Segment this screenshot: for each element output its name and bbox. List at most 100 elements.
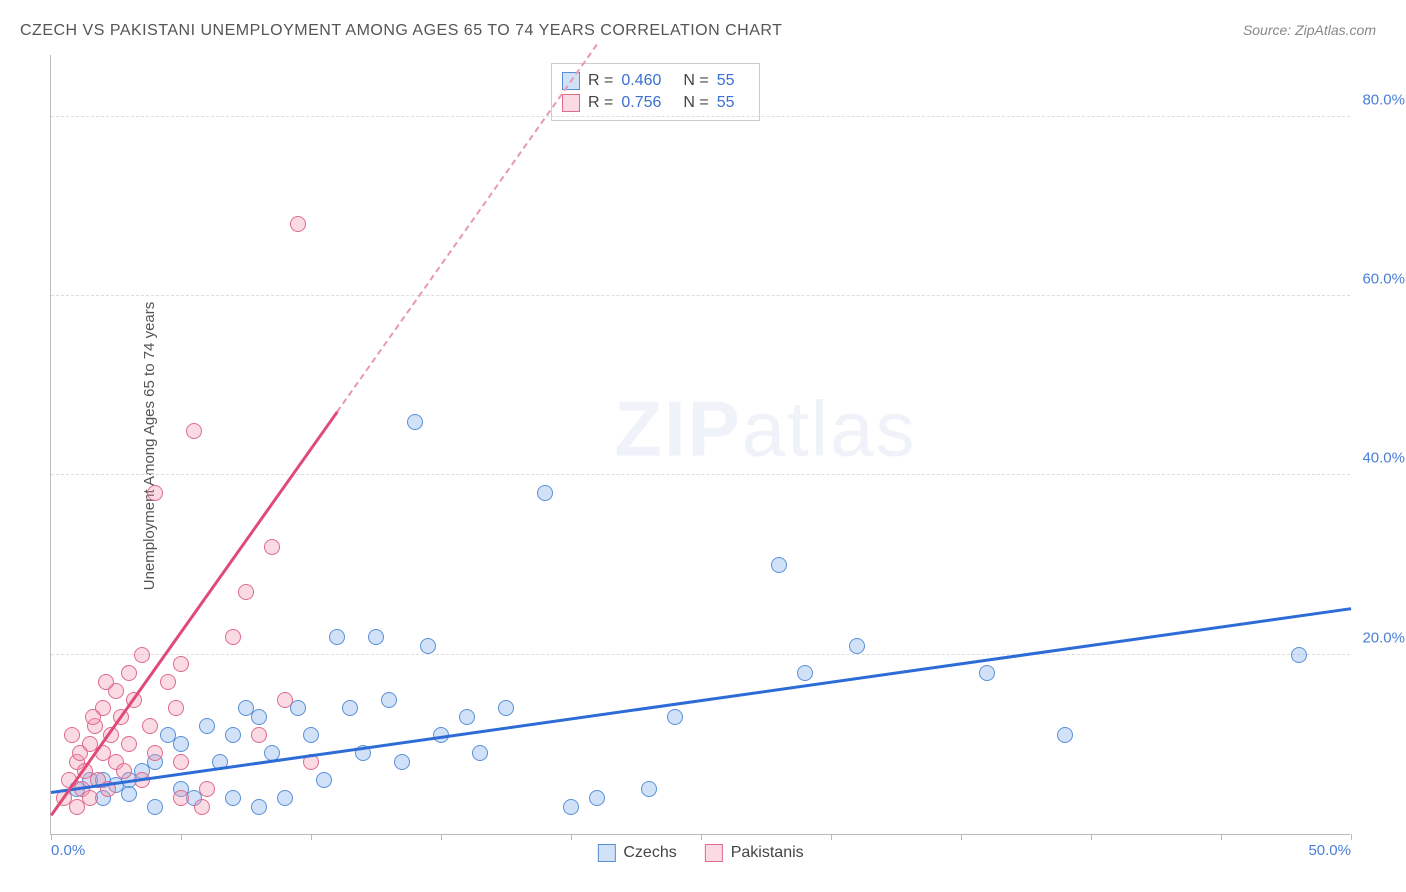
x-tick [961, 834, 962, 840]
x-tick-label: 0.0% [51, 842, 85, 859]
x-tick [51, 834, 52, 840]
scatter-point [85, 709, 101, 725]
x-tick [701, 834, 702, 840]
scatter-point [160, 674, 176, 690]
scatter-point [121, 665, 137, 681]
scatter-point [563, 799, 579, 815]
scatter-point [116, 763, 132, 779]
scatter-point [849, 638, 865, 654]
scatter-point [251, 709, 267, 725]
legend-item: Czechs [597, 844, 676, 862]
x-tick [181, 834, 182, 840]
legend-stat-row: R = 0.756 N = 55 [562, 92, 749, 114]
scatter-point [316, 772, 332, 788]
scatter-point [225, 727, 241, 743]
scatter-point [1291, 647, 1307, 663]
x-tick [1221, 834, 1222, 840]
scatter-point [420, 638, 436, 654]
trendline [50, 411, 338, 816]
scatter-point [194, 799, 210, 815]
scatter-point [173, 656, 189, 672]
source-label: Source: ZipAtlas.com [1243, 22, 1376, 38]
scatter-point [142, 718, 158, 734]
scatter-point [134, 647, 150, 663]
scatter-point [537, 485, 553, 501]
x-tick [831, 834, 832, 840]
scatter-point [147, 485, 163, 501]
scatter-point [199, 718, 215, 734]
r-label: R = [588, 72, 613, 90]
scatter-point [368, 629, 384, 645]
legend-swatch [562, 94, 580, 112]
scatter-point [589, 790, 605, 806]
scatter-point [251, 799, 267, 815]
scatter-point [771, 557, 787, 573]
scatter-point [186, 423, 202, 439]
scatter-point [303, 727, 319, 743]
n-label: N = [683, 72, 708, 90]
legend-item: Pakistanis [705, 844, 804, 862]
scatter-point [329, 629, 345, 645]
scatter-point [290, 700, 306, 716]
legend-swatch [597, 844, 615, 862]
chart-title: CZECH VS PAKISTANI UNEMPLOYMENT AMONG AG… [20, 22, 782, 40]
y-tick-label: 40.0% [1362, 450, 1405, 467]
gridline [51, 295, 1350, 296]
scatter-point [1057, 727, 1073, 743]
scatter-point [797, 665, 813, 681]
gridline [51, 116, 1350, 117]
scatter-point [238, 584, 254, 600]
legend-label: Czechs [623, 844, 676, 862]
r-value: 0.756 [621, 94, 661, 112]
watermark: ZIPatlas [614, 383, 916, 474]
scatter-point [667, 709, 683, 725]
scatter-point [498, 700, 514, 716]
y-tick-label: 60.0% [1362, 271, 1405, 288]
legend-label: Pakistanis [731, 844, 804, 862]
n-value: 55 [717, 94, 735, 112]
scatter-point [225, 629, 241, 645]
scatter-point [394, 754, 410, 770]
x-tick-label: 50.0% [1308, 842, 1351, 859]
y-tick-label: 20.0% [1362, 629, 1405, 646]
scatter-point [641, 781, 657, 797]
scatter-point [147, 799, 163, 815]
scatter-point [173, 736, 189, 752]
legend-swatch [705, 844, 723, 862]
x-tick [311, 834, 312, 840]
scatter-point [264, 539, 280, 555]
scatter-point [277, 790, 293, 806]
scatter-point [82, 790, 98, 806]
scatter-point [979, 665, 995, 681]
scatter-point [147, 745, 163, 761]
chart-plot-area: ZIPatlas R = 0.460N = 55R = 0.756N = 55 … [50, 55, 1350, 835]
scatter-point [381, 692, 397, 708]
scatter-point [121, 786, 137, 802]
scatter-point [472, 745, 488, 761]
trendline-extrapolated [336, 43, 598, 412]
scatter-point [121, 736, 137, 752]
scatter-point [251, 727, 267, 743]
scatter-point [98, 674, 114, 690]
gridline [51, 654, 1350, 655]
legend-stat-row: R = 0.460 N = 55 [562, 70, 749, 92]
x-tick [1091, 834, 1092, 840]
scatter-point [459, 709, 475, 725]
scatter-point [407, 414, 423, 430]
x-tick [1351, 834, 1352, 840]
scatter-point [225, 790, 241, 806]
x-tick [441, 834, 442, 840]
series-legend: Czechs Pakistanis [597, 844, 803, 862]
scatter-point [64, 727, 80, 743]
scatter-point [199, 781, 215, 797]
scatter-point [168, 700, 184, 716]
gridline [51, 474, 1350, 475]
r-value: 0.460 [621, 72, 661, 90]
r-label: R = [588, 94, 613, 112]
n-value: 55 [717, 72, 735, 90]
scatter-point [277, 692, 293, 708]
n-label: N = [683, 94, 708, 112]
scatter-point [290, 216, 306, 232]
x-tick [571, 834, 572, 840]
scatter-point [342, 700, 358, 716]
